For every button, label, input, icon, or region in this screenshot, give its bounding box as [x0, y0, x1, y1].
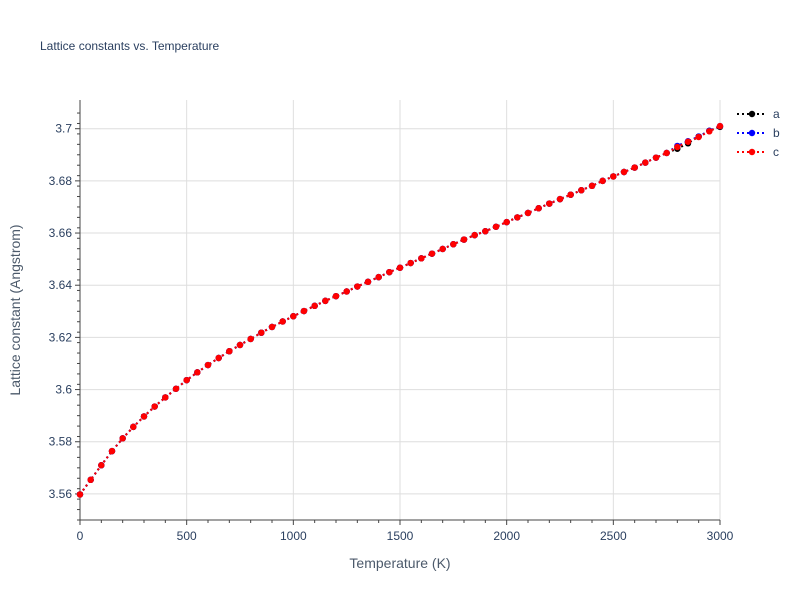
series-c-point — [514, 214, 521, 221]
series-c-point — [450, 241, 457, 248]
series-c-point — [247, 335, 254, 343]
series-c-point — [524, 209, 532, 217]
series-c-point — [556, 195, 564, 203]
series-c-point — [716, 122, 724, 130]
series-c-point — [471, 231, 478, 239]
legend-item-a[interactable]: a — [737, 107, 780, 121]
data-series — [76, 122, 724, 498]
series-c-point — [151, 403, 158, 410]
y-tick-label: 3.6 — [55, 383, 72, 397]
y-tick-label: 3.66 — [49, 226, 73, 240]
series-c-point — [183, 376, 190, 384]
series-c-point — [418, 255, 425, 262]
series-c-point — [354, 283, 361, 290]
series-c-point — [503, 218, 510, 226]
series-c-point — [300, 307, 308, 315]
series-c-point — [322, 297, 329, 305]
x-tick-label: 3000 — [707, 529, 734, 543]
series-c-point — [482, 228, 489, 235]
series-c-point — [599, 177, 606, 185]
legend-label-b: b — [773, 126, 780, 140]
chart-title: Lattice constants vs. Temperature — [40, 39, 220, 53]
x-tick-label: 500 — [177, 529, 197, 543]
series-c-point — [407, 259, 414, 267]
series-c-point — [375, 273, 382, 281]
series-c-point — [642, 159, 649, 166]
series-c-point — [172, 385, 180, 392]
series-c-point — [258, 329, 265, 336]
grid-lines — [80, 100, 721, 520]
series-c-point — [663, 149, 670, 157]
series-c-point — [364, 278, 372, 286]
series-c-point — [567, 191, 574, 198]
x-tick-label: 2500 — [600, 529, 627, 543]
series-c-point — [290, 313, 297, 320]
series-c-point — [492, 223, 500, 230]
series-c-point — [140, 413, 148, 420]
legend-item-c[interactable]: c — [737, 145, 779, 159]
series-c-point — [706, 128, 713, 135]
series-c-point — [546, 200, 553, 207]
y-tick-label: 3.7 — [55, 122, 72, 136]
series-c-point — [215, 354, 222, 362]
y-tick-label: 3.58 — [49, 435, 73, 449]
legend-label-c: c — [773, 145, 779, 159]
series-c-point — [87, 476, 94, 484]
series-c-point — [610, 173, 617, 180]
series-c-point — [236, 341, 244, 349]
series-c-point — [535, 205, 542, 212]
series-c-point — [279, 318, 286, 325]
series-c-point — [620, 168, 628, 176]
series-c-point — [204, 361, 212, 369]
series-c-point — [311, 302, 318, 310]
series-c-point — [194, 369, 201, 376]
series-c-point — [439, 245, 446, 253]
series-c-point — [386, 268, 393, 276]
series-c-point — [674, 143, 681, 151]
series-c-point — [98, 462, 105, 469]
series-c-point — [396, 264, 404, 271]
y-tick-label: 3.68 — [49, 174, 73, 188]
axes: 0 500 1000 1500 2000 2500 3000 3.56 3.58 3.6 3.62 3… — [49, 100, 734, 543]
series-c-point — [631, 164, 638, 171]
series-c-point — [226, 348, 233, 355]
x-axis-label: Temperature (K) — [349, 555, 450, 571]
legend[interactable]: abc — [737, 107, 780, 159]
series-c-point — [460, 236, 468, 243]
series-c-point — [162, 394, 169, 401]
legend-marker-c — [748, 148, 756, 156]
x-tick-label: 1000 — [280, 529, 307, 543]
series-c-point — [332, 292, 340, 300]
legend-item-b[interactable]: b — [737, 126, 780, 140]
series-c-point — [108, 447, 116, 455]
series-c-point — [343, 288, 350, 295]
y-tick-label: 3.56 — [49, 487, 73, 501]
series-c-point — [130, 423, 137, 431]
legend-marker-b — [748, 129, 756, 137]
y-tick-label: 3.62 — [49, 330, 73, 344]
x-tick-label: 0 — [77, 529, 84, 543]
series-c-point — [588, 182, 596, 190]
series-c-point — [695, 133, 702, 141]
series-c-point — [119, 435, 126, 442]
x-tick-label: 2000 — [493, 529, 520, 543]
series-c-point — [428, 250, 436, 257]
x-tick-label: 1500 — [387, 529, 414, 543]
series-c-point — [684, 138, 692, 145]
y-tick-label: 3.64 — [49, 278, 73, 292]
series-c-point — [578, 187, 585, 194]
y-axis-label: Lattice constant (Angstrom) — [7, 224, 23, 395]
legend-label-a: a — [773, 107, 780, 121]
series-c-point — [76, 491, 84, 498]
series-c-point — [268, 323, 276, 331]
series-c-point — [652, 154, 660, 161]
legend-marker-a — [748, 110, 756, 118]
